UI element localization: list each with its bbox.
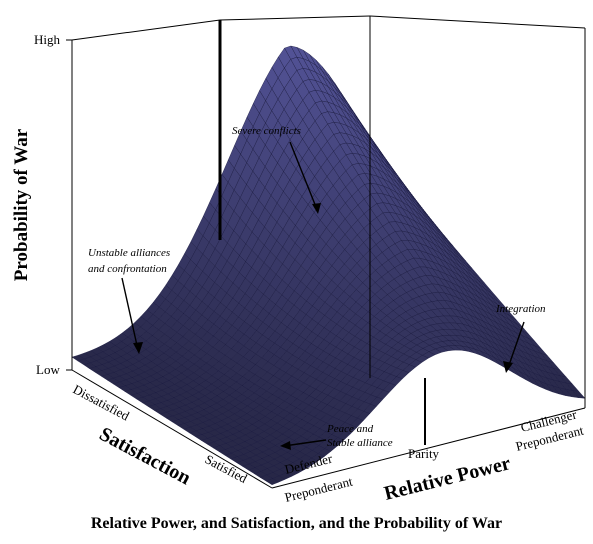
probability-surface	[71, 45, 586, 486]
back-wall-top-edge-right	[219, 15, 371, 21]
back-wall-top-edge-left	[71, 19, 221, 41]
floor-left-edge	[71, 369, 273, 489]
arrowhead-severe-conflicts	[312, 203, 321, 214]
arrow-peace	[283, 439, 327, 447]
x-axis-title: Relative Power	[382, 452, 513, 505]
annotation-unstable-line1: Unstable alliances	[88, 247, 170, 259]
x-tick-defender-line2: Preponderant	[283, 473, 354, 504]
arrow-integration	[507, 321, 525, 369]
z-tick-high: High	[34, 32, 61, 47]
z-tick-low: Low	[36, 362, 60, 377]
annotation-integration: Integration	[495, 303, 546, 315]
arrowhead-unstable	[133, 342, 143, 354]
arrowhead-peace	[280, 441, 291, 450]
surface-cell	[265, 478, 279, 486]
arrowhead-integration	[503, 361, 513, 373]
chart-axes	[66, 15, 586, 489]
z-axis-title: Probability of War	[11, 128, 32, 281]
chart-caption: Relative Power, and Satisfaction, and th…	[90, 515, 503, 532]
annotation-severe-conflicts: Severe conflicts	[232, 125, 301, 137]
annotation-peace-line1: Peace and	[326, 423, 374, 435]
arrow-unstable	[121, 277, 139, 351]
floor-front-edge	[271, 407, 586, 489]
arrow-severe-conflicts	[289, 141, 319, 213]
annotation-unstable-line2: and confrontation	[88, 263, 167, 275]
annotation-peace-line2: Stable alliance	[327, 437, 393, 449]
x-tick-parity: Parity	[408, 446, 440, 461]
right-wall-top-edge	[369, 15, 586, 29]
